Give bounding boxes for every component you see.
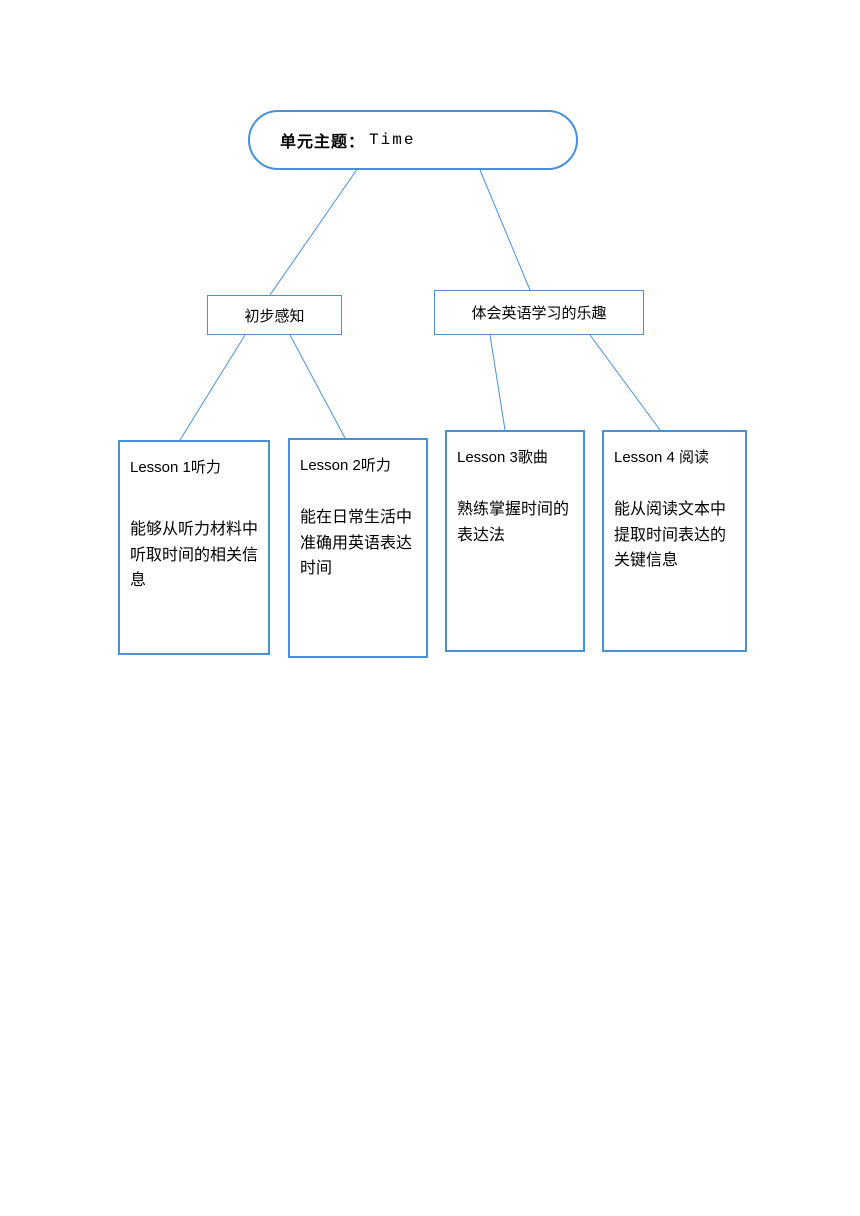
- leaf-title: Lesson 3歌曲: [457, 446, 573, 467]
- leaf-title: Lesson 4 阅读: [614, 446, 735, 467]
- leaf-node-3: Lesson 3歌曲 熟练掌握时间的表达法: [445, 430, 585, 652]
- leaf-node-2: Lesson 2听力 能在日常生活中准确用英语表达时间: [288, 438, 428, 658]
- edge: [180, 335, 245, 440]
- edge: [270, 168, 358, 295]
- edge: [290, 335, 345, 438]
- mid-node-1: 初步感知: [207, 295, 342, 335]
- leaf-title: Lesson 1听力: [130, 456, 258, 477]
- leaf-desc: 能够从听力材料中听取时间的相关信息: [130, 517, 258, 594]
- leaf-desc: 能在日常生活中准确用英语表达时间: [300, 505, 416, 582]
- mid-node-label: 体会英语学习的乐趣: [471, 302, 606, 323]
- mid-node-2: 体会英语学习的乐趣: [434, 290, 644, 335]
- leaf-node-4: Lesson 4 阅读 能从阅读文本中提取时间表达的关键信息: [602, 430, 747, 652]
- leaf-desc: 熟练掌握时间的表达法: [457, 497, 573, 548]
- edge: [480, 170, 530, 290]
- root-node: 单元主题： Time: [248, 110, 578, 170]
- edge: [490, 335, 505, 430]
- root-label-value: Time: [369, 131, 415, 149]
- leaf-title: Lesson 2听力: [300, 454, 416, 475]
- leaf-desc: 能从阅读文本中提取时间表达的关键信息: [614, 497, 735, 574]
- root-label-bold: 单元主题：: [280, 128, 365, 152]
- leaf-node-1: Lesson 1听力 能够从听力材料中听取时间的相关信息: [118, 440, 270, 655]
- mid-node-label: 初步感知: [244, 305, 304, 326]
- tree-diagram: 单元主题： Time 初步感知 体会英语学习的乐趣 Lesson 1听力 能够从…: [0, 0, 860, 1216]
- edge: [590, 335, 660, 430]
